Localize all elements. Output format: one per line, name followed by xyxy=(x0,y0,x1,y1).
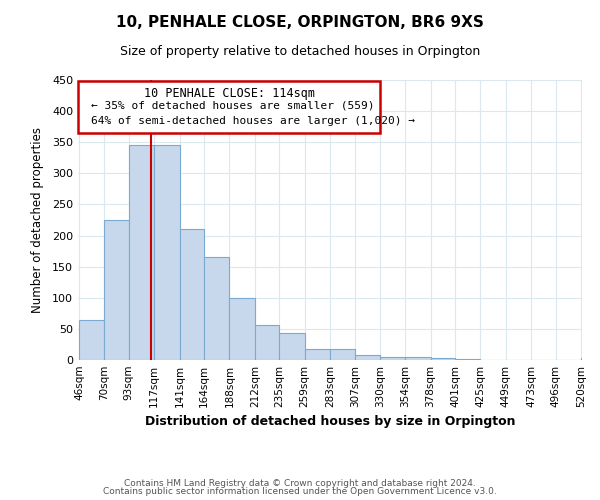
Bar xyxy=(229,298,255,360)
X-axis label: Distribution of detached houses by size in Orpington: Distribution of detached houses by size … xyxy=(145,416,515,428)
Bar xyxy=(104,220,129,360)
Bar xyxy=(79,320,104,360)
Y-axis label: Number of detached properties: Number of detached properties xyxy=(31,127,44,313)
Bar xyxy=(431,358,455,360)
Text: 64% of semi-detached houses are larger (1,020) →: 64% of semi-detached houses are larger (… xyxy=(91,116,415,126)
Bar xyxy=(154,146,179,360)
Text: 10, PENHALE CLOSE, ORPINGTON, BR6 9XS: 10, PENHALE CLOSE, ORPINGTON, BR6 9XS xyxy=(116,15,484,30)
FancyBboxPatch shape xyxy=(78,82,380,133)
Text: 10 PENHALE CLOSE: 114sqm: 10 PENHALE CLOSE: 114sqm xyxy=(144,87,314,100)
Bar xyxy=(330,349,355,360)
Bar xyxy=(204,258,229,360)
Text: Contains HM Land Registry data © Crown copyright and database right 2024.: Contains HM Land Registry data © Crown c… xyxy=(124,478,476,488)
Text: ← 35% of detached houses are smaller (559): ← 35% of detached houses are smaller (55… xyxy=(91,101,374,111)
Text: Size of property relative to detached houses in Orpington: Size of property relative to detached ho… xyxy=(120,45,480,58)
Bar xyxy=(179,230,204,360)
Bar xyxy=(581,358,600,360)
Bar xyxy=(279,333,305,360)
Text: Contains public sector information licensed under the Open Government Licence v3: Contains public sector information licen… xyxy=(103,487,497,496)
Bar xyxy=(405,357,431,360)
Bar xyxy=(129,146,154,360)
Bar xyxy=(255,324,279,360)
Bar xyxy=(455,359,481,360)
Bar xyxy=(355,355,380,360)
Bar xyxy=(380,357,405,360)
Bar xyxy=(305,349,330,360)
